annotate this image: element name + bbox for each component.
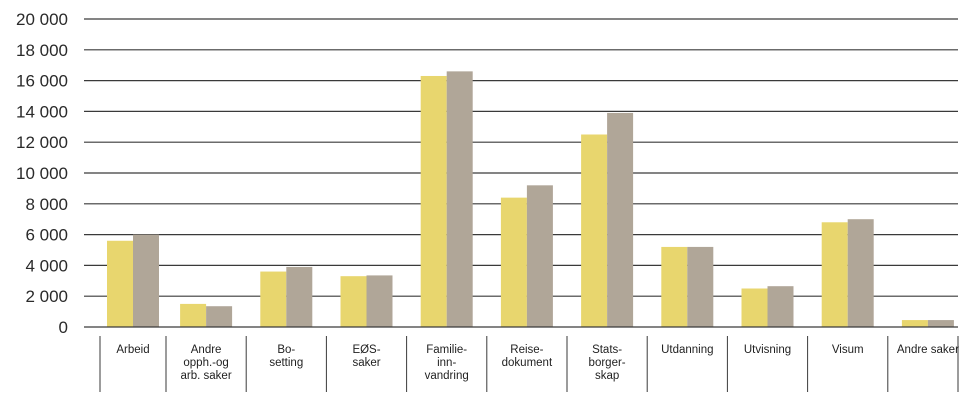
bar-series1-cat11 <box>901 320 928 327</box>
category-label-line: Reise- <box>510 344 543 356</box>
y-axis-ticks: 0 2 000 4 000 6 000 8 000 10 000 12 000 14 000 1… <box>16 10 68 337</box>
y-tick-label: 12 000 <box>16 133 68 152</box>
y-tick-label: 2 000 <box>25 287 68 306</box>
gridlines <box>84 18 958 297</box>
bar-series1-cat7 <box>581 134 608 327</box>
category-label-line: Andre saker <box>897 344 959 356</box>
bar-series1-cat10 <box>821 222 848 327</box>
bar-series1-cat1 <box>107 240 133 327</box>
y-tick-label: 16 000 <box>16 72 68 91</box>
category-label: Andre saker <box>897 344 959 356</box>
bar-series2-cat11 <box>927 320 954 327</box>
category-label-line: arb. saker <box>181 370 232 382</box>
bar-series2-cat10 <box>847 219 874 327</box>
y-tick-label: 18 000 <box>16 41 68 60</box>
bar-series2-cat3 <box>286 266 313 327</box>
bar-series2-cat2 <box>206 306 233 327</box>
category-label-line: Utvisning <box>744 344 791 356</box>
category-label: Utvisning <box>744 344 791 356</box>
category-label-line: setting <box>269 357 303 369</box>
category-label-line: vandring <box>425 370 469 382</box>
category-label-line: Familie- <box>426 344 467 356</box>
category-label: Visum <box>832 344 864 356</box>
bar-series1-cat9 <box>741 288 768 327</box>
y-tick-label: 10 000 <box>16 164 68 183</box>
category-label-line: skap <box>595 370 619 382</box>
category-label-line: EØS- <box>352 344 380 356</box>
category-label-line: Visum <box>832 344 864 356</box>
bars <box>107 71 954 327</box>
category-label-line: Stats- <box>592 344 622 356</box>
bar-series2-cat8 <box>687 246 714 327</box>
category-label: Arbeid <box>116 344 149 356</box>
bar-series2-cat4 <box>366 275 393 327</box>
bar-series1-cat2 <box>180 303 207 327</box>
bar-series2-cat7 <box>607 112 634 327</box>
bar-series1-cat4 <box>340 276 367 327</box>
category-label: Andre opph.-og arb. saker <box>181 344 232 382</box>
bar-series2-cat6 <box>526 185 553 327</box>
bar-series2-cat1 <box>133 234 159 327</box>
y-tick-label: 20 000 <box>16 10 68 29</box>
category-label: Utdanning <box>661 344 713 356</box>
bar-series1-cat5 <box>420 75 447 327</box>
category-label: EØS-saker <box>352 344 380 369</box>
y-tick-label: 8 000 <box>25 195 68 214</box>
category-label-line: opph.-og <box>183 357 228 369</box>
category-label: Familie-inn-vandring <box>425 344 469 382</box>
y-tick-label: 6 000 <box>25 226 68 245</box>
y-tick-label: 14 000 <box>16 102 68 121</box>
category-label: Reise-dokument <box>502 344 553 369</box>
bar-series2-cat5 <box>446 71 473 327</box>
bar-series1-cat8 <box>661 246 688 327</box>
bar-series1-cat6 <box>500 197 527 327</box>
category-label-line: Arbeid <box>116 344 149 356</box>
category-label-line: Bo- <box>277 344 295 356</box>
category-label: Stats-borger-skap <box>589 344 626 382</box>
category-label-line: Andre <box>191 344 222 356</box>
category-label-line: Utdanning <box>661 344 713 356</box>
y-tick-label: 4 000 <box>25 256 68 275</box>
category-label-line: inn- <box>437 357 456 369</box>
category-label: Bo-setting <box>269 344 303 369</box>
bar-series2-cat9 <box>767 286 794 327</box>
x-axis: Arbeid Andre opph.-og arb. saker Bo-setting E… <box>84 326 959 392</box>
bar-series1-cat3 <box>260 271 287 327</box>
category-label-line: borger- <box>589 357 626 369</box>
category-label-line: saker <box>352 357 380 369</box>
y-tick-label: 0 <box>59 318 68 337</box>
category-label-line: dokument <box>502 357 553 369</box>
